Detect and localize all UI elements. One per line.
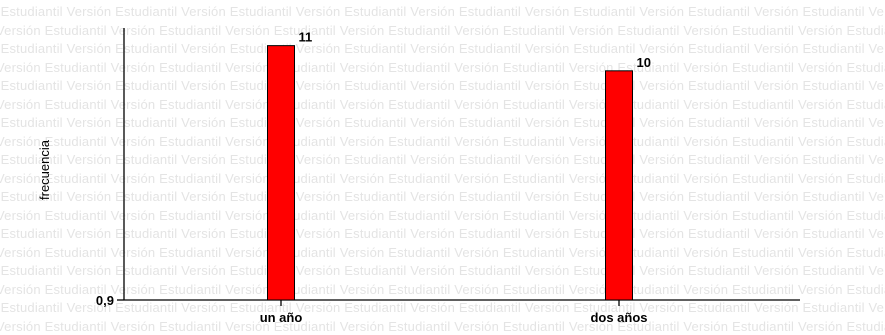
bar bbox=[267, 45, 295, 301]
bar-value-label: 11 bbox=[299, 30, 313, 45]
x-tick-label: un año bbox=[260, 310, 303, 325]
bar-value-label: 10 bbox=[637, 55, 651, 70]
y-tick-label: 0,9 bbox=[96, 293, 114, 308]
y-axis-title: frecuencia bbox=[37, 139, 52, 200]
bar bbox=[605, 70, 633, 301]
chart-marks: 0,9 11 un año 10 dos años bbox=[96, 30, 651, 325]
x-tick-label: dos años bbox=[590, 310, 647, 325]
